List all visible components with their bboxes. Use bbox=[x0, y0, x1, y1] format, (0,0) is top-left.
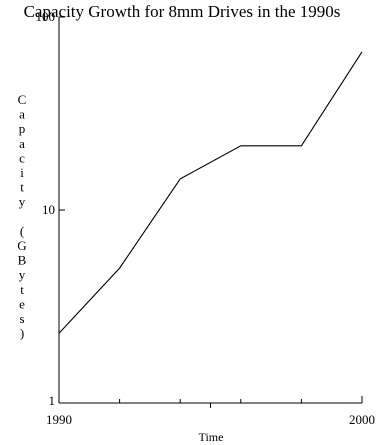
y-axis-label-char: y bbox=[19, 267, 26, 282]
y-axis-label-char: a bbox=[19, 136, 25, 151]
y-tick-group: 1 10 100 bbox=[36, 9, 65, 408]
x-tick-label: 1990 bbox=[46, 412, 72, 427]
y-axis-label-char: e bbox=[19, 296, 25, 311]
y-axis-label-char: ) bbox=[20, 326, 24, 341]
y-tick-label: 10 bbox=[42, 202, 55, 217]
y-axis-label-char: c bbox=[19, 150, 25, 165]
y-axis-label-char: ( bbox=[20, 223, 24, 238]
y-axis-label-char: C bbox=[18, 92, 27, 107]
series-line-capacity bbox=[58, 51, 363, 334]
chart-title: Capacity Growth for 8mm Drives in the 19… bbox=[24, 2, 341, 21]
y-tick-label: 1 bbox=[49, 393, 56, 408]
y-axis-label-char: s bbox=[19, 311, 24, 326]
y-axis-label-char: a bbox=[19, 107, 25, 122]
y-axis-label-char: y bbox=[19, 194, 26, 209]
y-axis-label-char: t bbox=[20, 180, 24, 195]
x-axis-label: Time bbox=[199, 430, 224, 444]
y-axis-label-char: p bbox=[19, 121, 26, 136]
y-axis-label-char: B bbox=[18, 253, 27, 268]
y-tick-label: 100 bbox=[36, 9, 56, 24]
x-tick-group: 1990 2000 bbox=[46, 396, 375, 427]
x-tick-label: 2000 bbox=[349, 412, 375, 427]
y-axis-label-char: G bbox=[17, 238, 26, 253]
y-axis-label-char: t bbox=[20, 282, 24, 297]
y-axis-label-char: i bbox=[20, 165, 24, 180]
